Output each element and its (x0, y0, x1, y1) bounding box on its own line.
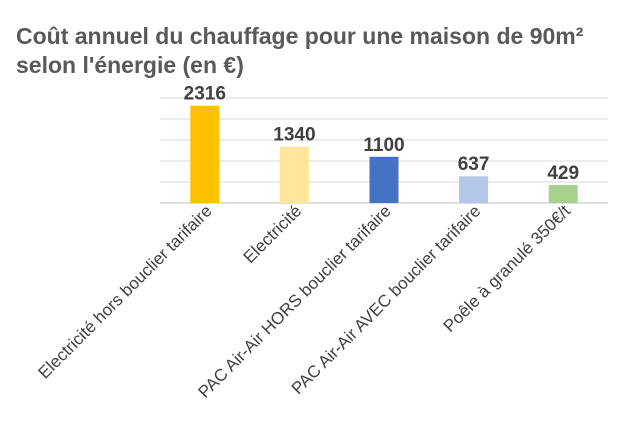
bar (548, 184, 578, 203)
data-label: 1340 (273, 125, 315, 146)
chart-title: Coût annuel du chauffage pour une maison… (16, 23, 584, 78)
bar (190, 105, 220, 203)
data-label: 429 (547, 163, 579, 184)
data-label: 2316 (184, 84, 226, 105)
bar (459, 176, 489, 203)
bar (279, 146, 309, 203)
data-label: 637 (458, 154, 490, 175)
category-label: Electricité hors bouclier tarifaire (34, 201, 215, 382)
category-label: PAC Air-Air HORS bouclier tarifaire (195, 201, 395, 401)
category-label: Electricité (240, 201, 306, 267)
category-label: PAC Air-Air AVEC bouclier tarifaire (288, 201, 485, 398)
bar (369, 156, 399, 203)
data-label: 1100 (363, 135, 404, 156)
